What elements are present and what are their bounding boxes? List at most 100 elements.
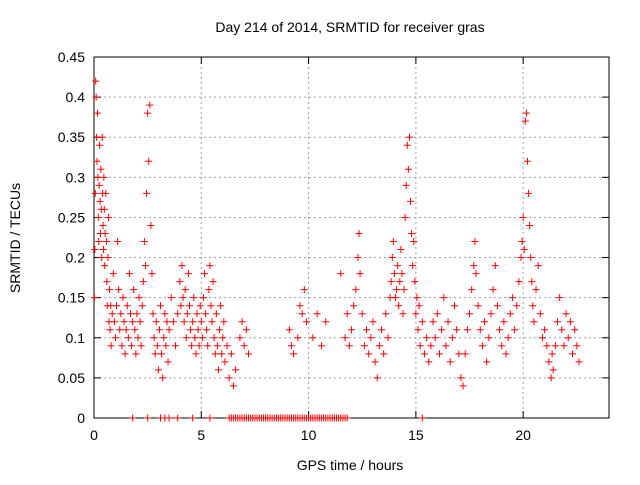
data-point — [185, 302, 193, 310]
data-point — [218, 350, 226, 358]
data-point — [345, 342, 353, 350]
data-point — [404, 165, 412, 173]
data-point — [172, 342, 180, 350]
y-tick-label: 0 — [77, 410, 85, 426]
data-point — [180, 318, 188, 326]
data-point — [178, 262, 186, 270]
data-point — [397, 246, 405, 254]
data-point — [136, 318, 144, 326]
data-point — [197, 318, 205, 326]
data-point — [317, 342, 325, 350]
data-point — [352, 286, 360, 294]
data-point — [569, 350, 577, 358]
data-point — [453, 326, 461, 334]
data-point — [402, 181, 410, 189]
data-point — [455, 350, 463, 358]
data-point — [496, 326, 504, 334]
data-point — [427, 342, 435, 350]
data-point — [95, 181, 103, 189]
data-point — [459, 382, 467, 390]
data-point — [158, 350, 166, 358]
data-point — [466, 310, 474, 318]
data-point — [530, 318, 538, 326]
data-point — [134, 334, 142, 342]
data-point — [213, 342, 221, 350]
data-point — [99, 221, 107, 229]
data-point — [375, 342, 383, 350]
data-point — [227, 350, 235, 358]
data-point — [414, 326, 422, 334]
data-point — [457, 374, 465, 382]
data-point — [91, 246, 99, 254]
data-point — [545, 358, 553, 366]
data-point — [167, 294, 175, 302]
data-point — [205, 286, 213, 294]
data-point — [521, 117, 529, 125]
data-point — [144, 414, 152, 422]
data-point — [411, 278, 419, 286]
data-point — [474, 302, 482, 310]
data-point — [208, 318, 216, 326]
data-point — [451, 302, 458, 310]
data-point — [146, 101, 154, 109]
data-point — [348, 326, 355, 334]
data-point — [110, 318, 118, 326]
data-point — [189, 414, 197, 422]
data-point — [174, 310, 182, 318]
data-point — [472, 270, 480, 278]
data-point — [220, 318, 228, 326]
data-point — [365, 350, 373, 358]
data-point — [236, 334, 244, 342]
data-point — [470, 262, 478, 270]
data-point — [165, 326, 173, 334]
y-tick-label: 0.3 — [66, 169, 86, 185]
data-point — [302, 318, 310, 326]
data-point — [341, 334, 349, 342]
data-point — [187, 326, 195, 334]
data-point — [148, 270, 156, 278]
data-point — [145, 157, 153, 165]
data-point — [498, 342, 506, 350]
data-point — [102, 189, 110, 197]
data-point — [356, 270, 364, 278]
data-point — [420, 350, 428, 358]
data-point — [159, 374, 167, 382]
y-tick-label: 0.1 — [66, 330, 86, 346]
data-point — [96, 197, 104, 205]
data-point — [98, 133, 106, 141]
data-point — [113, 302, 121, 310]
data-point — [554, 318, 561, 326]
data-point — [190, 294, 198, 302]
data-point — [355, 229, 363, 237]
data-point — [296, 302, 304, 310]
data-point — [232, 366, 240, 374]
data-point — [177, 302, 185, 310]
data-point — [483, 358, 491, 366]
data-point — [343, 310, 351, 318]
data-point — [309, 334, 317, 342]
data-point — [101, 262, 109, 270]
x-tick-label: 10 — [301, 427, 317, 443]
data-point — [117, 310, 125, 318]
data-point — [202, 310, 210, 318]
data-point — [182, 334, 190, 342]
data-point — [390, 270, 398, 278]
data-point — [122, 326, 130, 334]
data-point — [418, 318, 426, 326]
data-point — [106, 326, 114, 334]
y-tick-label: 0.45 — [58, 49, 85, 65]
data-point — [217, 302, 225, 310]
data-point — [95, 238, 103, 246]
data-point — [388, 254, 396, 262]
data-point — [517, 254, 525, 262]
data-point — [162, 342, 170, 350]
data-point — [431, 334, 439, 342]
data-point — [478, 342, 486, 350]
data-point — [294, 334, 302, 342]
data-point — [287, 342, 295, 350]
data-point — [558, 326, 566, 334]
data-point — [541, 326, 549, 334]
data-point — [518, 238, 526, 246]
data-point — [103, 278, 111, 286]
data-point — [415, 302, 423, 310]
